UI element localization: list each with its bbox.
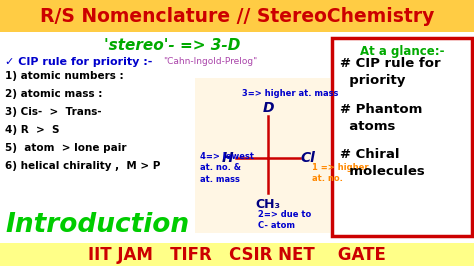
Text: 1 => higher
at. no.: 1 => higher at. no.	[312, 163, 369, 183]
Text: # Phantom
  atoms: # Phantom atoms	[340, 103, 422, 133]
Text: 2=> due to
C- atom: 2=> due to C- atom	[258, 210, 311, 230]
Text: R/S Nomenclature // StereoChemistry: R/S Nomenclature // StereoChemistry	[40, 6, 434, 26]
Bar	[0, 0, 474, 32]
Text: 2) atomic mass :: 2) atomic mass :	[5, 89, 102, 99]
Text: 3=> higher at. mass: 3=> higher at. mass	[242, 89, 338, 98]
Text: D: D	[262, 101, 274, 115]
Bar	[332, 38, 472, 236]
Text: # CIP rule for
  priority: # CIP rule for priority	[340, 57, 441, 87]
Bar	[0, 243, 474, 266]
Text: At a glance:-: At a glance:-	[360, 45, 444, 59]
Text: H: H	[222, 151, 234, 165]
Text: CH₃: CH₃	[255, 197, 281, 210]
Text: 3) Cis-  >  Trans-: 3) Cis- > Trans-	[5, 107, 101, 117]
Text: # Chiral
  molecules: # Chiral molecules	[340, 148, 425, 178]
Text: "Cahn-Ingold-Prelog": "Cahn-Ingold-Prelog"	[163, 57, 257, 66]
Text: Introduction: Introduction	[5, 212, 189, 238]
Text: 5)  atom  > lone pair: 5) atom > lone pair	[5, 143, 127, 153]
Text: IIT JAM   TIFR   CSIR NET    GATE: IIT JAM TIFR CSIR NET GATE	[88, 246, 386, 264]
Text: 'stereo'- => 3-D: 'stereo'- => 3-D	[104, 39, 240, 53]
Text: 6) helical chirality ,  M > P: 6) helical chirality , M > P	[5, 161, 160, 171]
Text: 4) R  >  S: 4) R > S	[5, 125, 60, 135]
Bar	[195, 78, 330, 233]
Text: 4=> lowest
at. no. &
at. mass: 4=> lowest at. no. & at. mass	[200, 152, 254, 184]
Text: Cl: Cl	[301, 151, 315, 165]
Text: 1) atomic numbers :: 1) atomic numbers :	[5, 71, 124, 81]
Text: ✓ CIP rule for priority :-: ✓ CIP rule for priority :-	[5, 57, 152, 67]
